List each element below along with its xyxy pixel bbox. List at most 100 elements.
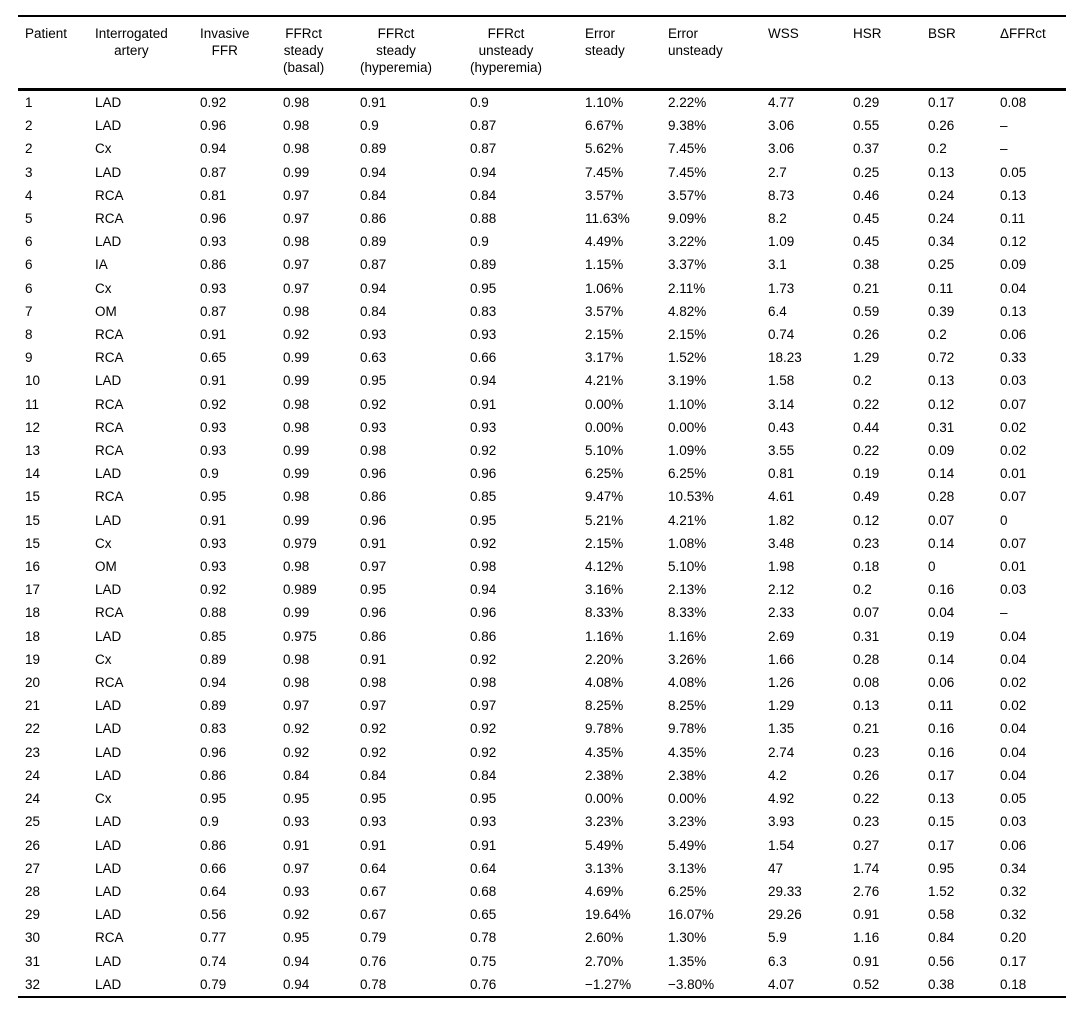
- cell-ffrct-steady-basal: 0.98: [283, 303, 310, 319]
- cell-patient: 23: [25, 744, 41, 760]
- cell-hsr: 0.18: [853, 559, 880, 575]
- column-header-hsr: HSR: [853, 16, 928, 91]
- cell-ffrct-steady-basal: 0.98: [283, 559, 310, 575]
- cell-artery: LAD: [95, 698, 122, 714]
- cell-patient: 27: [25, 860, 41, 876]
- column-header-label: FFRct steady (basal): [283, 26, 325, 75]
- cell-delta-ffrct: 0.08: [1000, 95, 1027, 110]
- column-header-label: ΔFFRct: [1000, 26, 1046, 41]
- cell-delta-ffrct: 0.20: [1000, 930, 1027, 946]
- cell-bsr: 0.24: [928, 211, 955, 227]
- cell-error-steady: −1.27%: [585, 976, 632, 992]
- cell-hsr: 0.21: [853, 280, 880, 296]
- cell-ffrct-steady-basal: 0.93: [283, 883, 310, 899]
- cell-invasive-ffr: 0.83: [200, 721, 227, 737]
- cell-invasive-ffr: 0.81: [200, 187, 227, 203]
- cell-wss: 1.54: [768, 837, 795, 853]
- cell-error-steady: 9.78%: [585, 721, 624, 737]
- cell-ffrct-unsteady-hyperemia: 0.92: [470, 744, 497, 760]
- column-header-invasive-ffr: Invasive FFR: [200, 16, 283, 91]
- cell-error-steady: 0.00%: [585, 419, 624, 435]
- cell-patient: 9: [25, 350, 33, 366]
- cell-ffrct-unsteady-hyperemia: 0.95: [470, 280, 497, 296]
- cell-patient: 18: [25, 628, 41, 644]
- cell-bsr: 0.31: [928, 419, 955, 435]
- cell-invasive-ffr: 0.96: [200, 744, 227, 760]
- cell-error-steady: 3.57%: [585, 303, 624, 319]
- cell-invasive-ffr: 0.92: [200, 396, 227, 412]
- cell-bsr: 0.11: [928, 280, 954, 296]
- cell-error-unsteady: 3.19%: [668, 373, 707, 389]
- cell-ffrct-steady-hyperemia: 0.67: [360, 907, 387, 923]
- cell-ffrct-steady-basal: 0.84: [283, 767, 310, 783]
- cell-ffrct-steady-hyperemia: 0.84: [360, 187, 387, 203]
- cell-artery: RCA: [95, 396, 124, 412]
- cell-delta-ffrct: 0.03: [1000, 373, 1027, 389]
- table-row: 24 LAD 0.86 0.84 0.84 0.84 2.38% 2.38% 4.2 0.26 0.…: [18, 764, 1066, 787]
- cell-ffrct-steady-hyperemia: 0.79: [360, 930, 387, 946]
- cell-ffrct-unsteady-hyperemia: 0.68: [470, 883, 497, 899]
- table-row: 6 IA 0.86 0.97 0.87 0.89 1.15% 3.37% 3.1 0.38 0.25…: [18, 253, 1066, 276]
- cell-error-unsteady: 3.23%: [668, 814, 707, 830]
- cell-artery: RCA: [95, 187, 124, 203]
- cell-ffrct-steady-hyperemia: 0.78: [360, 976, 387, 992]
- table-row: 15 LAD 0.91 0.99 0.96 0.95 5.21% 4.21% 1.82 0.12 0…: [18, 509, 1066, 532]
- cell-patient: 16: [25, 559, 41, 575]
- cell-bsr: 0.38: [928, 976, 955, 992]
- cell-artery: RCA: [95, 605, 124, 621]
- table-row: 7 OM 0.87 0.98 0.84 0.83 3.57% 4.82% 6.4 0.59 0.39…: [18, 300, 1066, 323]
- cell-error-steady: 3.17%: [585, 350, 624, 366]
- table-row: 23 LAD 0.96 0.92 0.92 0.92 4.35% 4.35% 2.74 0.23 0…: [18, 741, 1066, 764]
- cell-invasive-ffr: 0.85: [200, 628, 227, 644]
- cell-error-unsteady: 1.16%: [668, 628, 707, 644]
- cell-error-steady: 19.64%: [585, 907, 631, 923]
- cell-ffrct-steady-hyperemia: 0.95: [360, 791, 387, 807]
- cell-hsr: 0.23: [853, 535, 880, 551]
- cell-error-steady: 1.06%: [585, 280, 624, 296]
- table-row: 14 LAD 0.9 0.99 0.96 0.96 6.25% 6.25% 0.81 0.19 0.…: [18, 462, 1066, 485]
- cell-error-steady: 2.20%: [585, 651, 624, 667]
- cell-hsr: 0.13: [853, 698, 880, 714]
- cell-error-steady: 11.63%: [585, 211, 630, 227]
- cell-ffrct-steady-hyperemia: 0.87: [360, 257, 387, 273]
- cell-error-steady: 6.67%: [585, 118, 624, 134]
- cell-invasive-ffr: 0.94: [200, 675, 227, 691]
- cell-ffrct-steady-hyperemia: 0.97: [360, 559, 387, 575]
- cell-wss: 6.3: [768, 953, 787, 969]
- table-row: 32 LAD 0.79 0.94 0.78 0.76 −1.27% −3.80% 4.07 0.5…: [18, 973, 1066, 997]
- table-row: 24 Cx 0.95 0.95 0.95 0.95 0.00% 0.00% 4.92 0.22 0.…: [18, 787, 1066, 810]
- cell-error-steady: 0.00%: [585, 791, 624, 807]
- cell-delta-ffrct: 0.04: [1000, 651, 1027, 667]
- cell-delta-ffrct: 0.01: [1000, 466, 1027, 482]
- cell-error-unsteady: 16.07%: [668, 907, 714, 923]
- cell-hsr: 0.23: [853, 744, 880, 760]
- cell-patient: 28: [25, 883, 41, 899]
- cell-ffrct-unsteady-hyperemia: 0.93: [470, 327, 497, 343]
- cell-invasive-ffr: 0.95: [200, 489, 227, 505]
- cell-hsr: 0.91: [853, 953, 880, 969]
- cell-ffrct-steady-basal: 0.92: [283, 327, 310, 343]
- cell-ffrct-steady-hyperemia: 0.94: [360, 164, 387, 180]
- cell-hsr: 0.07: [853, 605, 880, 621]
- cell-delta-ffrct: 0.04: [1000, 280, 1027, 296]
- cell-bsr: 0.26: [928, 118, 955, 134]
- cell-hsr: 0.21: [853, 721, 880, 737]
- cell-delta-ffrct: 0.12: [1000, 234, 1027, 250]
- cell-delta-ffrct: –: [1000, 118, 1008, 134]
- column-header-error-unsteady: Error unsteady: [668, 16, 768, 91]
- cell-ffrct-steady-basal: 0.92: [283, 721, 310, 737]
- cell-invasive-ffr: 0.86: [200, 767, 227, 783]
- cell-ffrct-unsteady-hyperemia: 0.88: [470, 211, 497, 227]
- cell-ffrct-unsteady-hyperemia: 0.95: [470, 512, 497, 528]
- cell-artery: RCA: [95, 327, 124, 343]
- cell-ffrct-steady-hyperemia: 0.96: [360, 512, 387, 528]
- cell-error-unsteady: 8.33%: [668, 605, 707, 621]
- cell-delta-ffrct: 0.09: [1000, 257, 1027, 273]
- cell-patient: 20: [25, 675, 41, 691]
- cell-artery: LAD: [95, 373, 122, 389]
- cell-delta-ffrct: –: [1000, 141, 1008, 157]
- cell-ffrct-steady-hyperemia: 0.9: [360, 118, 379, 134]
- cell-error-steady: 2.38%: [585, 767, 624, 783]
- cell-wss: 3.93: [768, 814, 795, 830]
